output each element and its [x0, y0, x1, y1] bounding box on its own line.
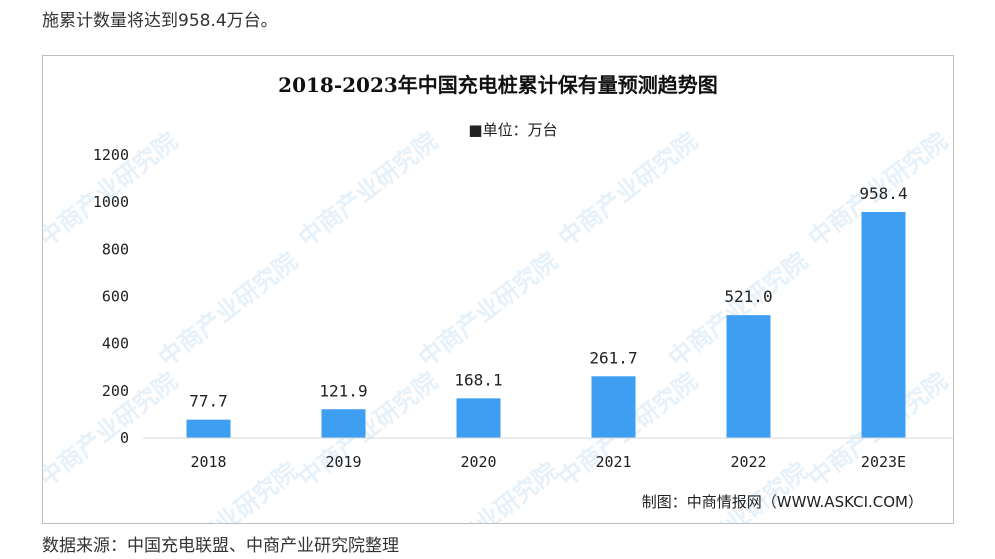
y-tick-label: 1200 [93, 146, 129, 164]
watermark-text: 中商产业研究院 [413, 247, 563, 372]
y-tick-label: 400 [102, 335, 129, 353]
x-tick-label: 2018 [190, 453, 226, 471]
bar [591, 376, 636, 438]
y-tick-label: 800 [102, 240, 129, 258]
watermark-text: 中商产业研究院 [153, 247, 303, 372]
bar [726, 315, 771, 438]
data-label: 958.4 [859, 184, 907, 203]
x-tick-label: 2023E [861, 453, 906, 471]
chart-credit: 制图：中商情报网（WWW.ASKCI.COM） [642, 493, 923, 511]
intro-text: 施累计数量将达到958.4万台。 [42, 11, 278, 31]
watermark-text: 中商产业研究院 [153, 457, 303, 523]
x-tick-label: 2020 [460, 453, 496, 471]
watermark-text: 中商产业研究院 [293, 367, 443, 492]
x-axis: 2018 2019 2020 2021 2022 2023E [190, 453, 906, 471]
source-text: 数据来源：中国充电联盟、中商产业研究院整理 [42, 536, 399, 556]
y-tick-label: 1000 [93, 193, 129, 211]
data-label: 168.1 [454, 370, 502, 389]
bars-group: 77.7 121.9 168.1 261.7 521.0 958.4 [186, 184, 908, 438]
legend-item: ■单位：万台 [468, 121, 557, 139]
data-label: 121.9 [319, 381, 367, 400]
y-axis: 0 200 400 600 800 1000 1200 [93, 146, 129, 447]
watermark-text: 中商产业研究院 [293, 127, 443, 252]
bar [861, 211, 906, 438]
chart-title: 2018-2023年中国充电桩累计保有量预测趋势图 [278, 73, 718, 97]
data-label: 77.7 [189, 392, 228, 411]
x-tick-label: 2019 [325, 453, 361, 471]
x-tick-label: 2022 [730, 453, 766, 471]
bar [186, 419, 231, 438]
y-tick-label: 600 [102, 288, 129, 306]
y-tick-label: 200 [102, 382, 129, 400]
data-label: 521.0 [724, 287, 772, 306]
y-tick-label: 0 [120, 429, 129, 447]
bar [456, 398, 501, 438]
x-tick-label: 2021 [595, 453, 631, 471]
bar [321, 409, 366, 438]
chart-frame: 中商产业研究院 中商产业研究院 中商产业研究院 中商产业研究院 中商产业研究院 中商产业研… [42, 55, 954, 524]
data-label: 261.7 [589, 348, 637, 367]
watermark-text: 中商产业研究院 [553, 127, 703, 252]
